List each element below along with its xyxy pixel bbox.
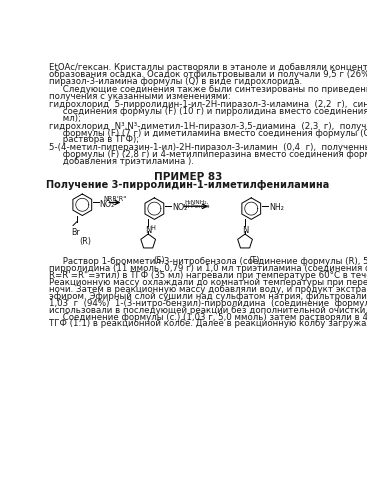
Text: (T): (T): [248, 256, 259, 266]
Text: N: N: [145, 226, 152, 234]
Text: формулы (F) (7 г) и диметиламина вместо соединения формулы (О) (50 мл 2 М: формулы (F) (7 г) и диметиламина вместо …: [49, 128, 367, 138]
Text: H₂NNH₂,: H₂NNH₂,: [184, 200, 208, 204]
Text: Ni Ренея: Ni Ренея: [183, 204, 210, 209]
Text: Br: Br: [72, 228, 80, 237]
Text: EtOAc/гексан. Кристаллы растворяли в этаноле и добавляли концентрированную HCl д: EtOAc/гексан. Кристаллы растворяли в эта…: [49, 63, 367, 72]
Text: NO₂: NO₂: [172, 203, 188, 212]
Text: использовали в последующей реакции без дополнительной очистки.: использовали в последующей реакции без д…: [49, 306, 367, 314]
Text: NH₂: NH₂: [269, 203, 284, 212]
Text: 5-(4-метил-пиперазин-1-ил)-2Н-пиразол-3-иламин  (0,4  г),  полученный  из  соеди: 5-(4-метил-пиперазин-1-ил)-2Н-пиразол-3-…: [49, 143, 367, 152]
Text: (R): (R): [79, 237, 91, 246]
Text: получения с указанными изменениями:: получения с указанными изменениями:: [49, 92, 231, 102]
Text: Реакционную массу охлаждали до комнатной температуры при перемешивании в течение: Реакционную массу охлаждали до комнатной…: [49, 278, 367, 287]
Text: 1,03  г  (94%)  1-(3-нитро-бензил)-пирролидина  (соединение  формулы  (с.)),  ко: 1,03 г (94%) 1-(3-нитро-бензил)-пирролид…: [49, 298, 367, 308]
Text: эфиром. Эфирный слой сушили над сульфатом натрия, фильтровали, упаривали и получ: эфиром. Эфирный слой сушили над сульфато…: [49, 292, 367, 301]
Text: ночи. Затем в реакционную массу добавляли воду, и продукт экстрагировали диэтило: ночи. Затем в реакционную массу добавлял…: [49, 285, 367, 294]
Text: пиразол-3-иламина формулы (Q) в виде гидрохлорида.: пиразол-3-иламина формулы (Q) в виде гид…: [49, 77, 302, 86]
Text: добавления триэтиламина ).: добавления триэтиламина ).: [49, 157, 194, 166]
Text: H: H: [150, 225, 155, 231]
Text: формулы (F) (2,8 г) и 4-метилпиперазина вместо соединения формулы (О) (4,0 мл, б: формулы (F) (2,8 г) и 4-метилпиперазина …: [49, 150, 367, 159]
Text: NO₂: NO₂: [99, 200, 115, 209]
Text: N: N: [242, 226, 248, 234]
Text: R=R'=R"=этил) в ТГФ (35 мл) нагревали при температуре 60°С в течение 1 часа.: R=R'=R"=этил) в ТГФ (35 мл) нагревали пр…: [49, 271, 367, 280]
Text: Соединение формулы (с.) (1,03 г, 5,0 ммоль) затем растворяли в 40 мл смеси этано: Соединение формулы (с.) (1,03 г, 5,0 ммо…: [49, 312, 367, 322]
Text: гидрохлорид  N³,N³-диметил-1Н-пиразол-3,5-диамина  (2,3  г),  полученный  из  со: гидрохлорид N³,N³-диметил-1Н-пиразол-3,5…: [49, 122, 367, 130]
Text: NRR'R": NRR'R": [103, 196, 127, 202]
Text: гидрохлорид  5-пирролидин-1-ил-2Н-пиразол-3-иламина  (2,2  г),  синтезированный : гидрохлорид 5-пирролидин-1-ил-2Н-пиразол…: [49, 100, 367, 109]
Text: ТГФ (1:1) в реакционной колбе. Далее в реакционную колбу загружали гидразин-гидр: ТГФ (1:1) в реакционной колбе. Далее в р…: [49, 320, 367, 328]
Text: Следующие соединения также были синтезированы по приведенной здесь схеме: Следующие соединения также были синтезир…: [49, 86, 367, 94]
Text: Получение 3-пирролидин-1-илметилфениламина: Получение 3-пирролидин-1-илметилфенилами…: [46, 180, 329, 190]
Text: образования осадка. Осадок отфильтровывали и получали 9,5 г (26%) 5-морфолин-4-и: образования осадка. Осадок отфильтровыва…: [49, 70, 367, 79]
Text: Раствор 1-бромметил-3-нитробензола (соединение формулы (R), 5 ммоль, 1,08 г),: Раствор 1-бромметил-3-нитробензола (соед…: [49, 257, 367, 266]
Text: мл);: мл);: [49, 114, 81, 123]
Text: (S): (S): [153, 256, 164, 266]
Text: соединения формулы (F) (10 г) и пирролидина вместо соединения формулы (О) (8: соединения формулы (F) (10 г) и пирролид…: [49, 107, 367, 116]
Text: раствора в ТГФ);: раствора в ТГФ);: [49, 136, 139, 144]
Text: пирролидина (11 ммоль, 0,79 г) и 1,0 мл триэтиламина (соединения формулы NRR'R",: пирролидина (11 ммоль, 0,79 г) и 1,0 мл …: [49, 264, 367, 273]
Text: ПРИМЕР 83: ПРИМЕР 83: [153, 172, 222, 181]
